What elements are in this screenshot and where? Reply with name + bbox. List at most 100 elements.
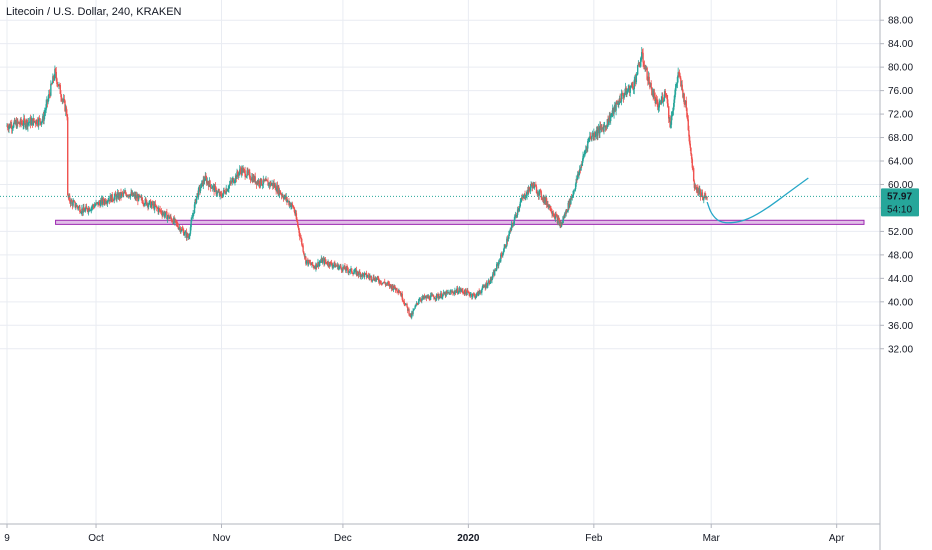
candle [562, 215, 565, 224]
candle [197, 186, 200, 200]
candle [576, 171, 579, 181]
x-tick-label: Apr [829, 533, 845, 544]
candle [706, 196, 708, 201]
x-tick-label: 9 [4, 533, 10, 544]
y-tick-label: 76.00 [888, 86, 913, 97]
candle [676, 83, 678, 87]
candle [58, 81, 60, 90]
candle [24, 118, 26, 129]
candle [330, 259, 333, 266]
y-tick-label: 88.00 [888, 16, 913, 27]
candle [367, 272, 370, 280]
candle [549, 205, 552, 212]
projection-layer [706, 177, 809, 224]
candle [703, 197, 705, 204]
candle [636, 65, 639, 76]
candle [11, 125, 14, 134]
candle [30, 115, 32, 127]
candle [617, 99, 619, 108]
candle [162, 210, 164, 217]
candle [85, 203, 88, 208]
candle [357, 271, 359, 277]
candle [328, 261, 330, 268]
support-zone[interactable] [55, 219, 865, 225]
candle [56, 81, 59, 88]
candle [93, 202, 96, 208]
candle [23, 113, 25, 130]
candle [332, 263, 334, 270]
candle [50, 80, 52, 97]
candle [509, 227, 511, 234]
support-zone-layer [55, 219, 865, 225]
candle [534, 184, 536, 186]
candle [467, 288, 469, 293]
candle [670, 111, 673, 129]
candle [238, 172, 240, 178]
candle [129, 194, 132, 200]
candle [181, 225, 184, 231]
candle [439, 295, 441, 299]
candle [83, 203, 85, 211]
candle [270, 180, 272, 187]
candle [340, 263, 342, 269]
candle [158, 205, 160, 215]
candle [648, 72, 650, 85]
candle [67, 114, 69, 197]
candle [299, 230, 301, 241]
candle [28, 121, 30, 127]
candle [500, 251, 503, 259]
candle [154, 201, 156, 214]
candle [349, 268, 352, 275]
candle [168, 212, 170, 221]
candle [516, 214, 518, 218]
candle [222, 187, 225, 197]
candle [574, 182, 577, 192]
x-tick-label: Mar [703, 533, 721, 544]
projection-curve[interactable] [706, 177, 809, 224]
candle [164, 211, 167, 218]
candle [174, 217, 176, 226]
candle [318, 260, 321, 268]
y-tick-label: 60.00 [888, 180, 913, 191]
candle [635, 72, 638, 85]
candle [692, 165, 695, 182]
candle [418, 297, 420, 304]
candle [324, 256, 327, 264]
candle [286, 196, 288, 206]
candle [27, 122, 29, 132]
candle [65, 105, 68, 116]
candle [283, 194, 285, 201]
candle [244, 166, 246, 180]
y-tick-label: 72.00 [888, 110, 913, 121]
candle [620, 89, 623, 106]
candle [564, 211, 566, 219]
candle [192, 210, 194, 220]
candle [478, 288, 480, 295]
candle [398, 289, 401, 293]
last-price-value: 57.97 [887, 191, 912, 202]
candle [260, 178, 262, 186]
candle [664, 88, 667, 98]
candle [308, 259, 310, 263]
candle [176, 221, 179, 228]
candle [510, 221, 513, 232]
candle [40, 121, 43, 128]
candle [423, 293, 426, 300]
candle [496, 262, 498, 272]
candle [632, 81, 634, 91]
y-tick-label: 32.00 [888, 344, 913, 355]
candle [246, 167, 248, 179]
candle [411, 310, 413, 320]
candle [70, 198, 72, 206]
price-axis-bg [880, 0, 932, 550]
candle [433, 295, 435, 301]
candle [114, 190, 117, 196]
candle [429, 292, 432, 300]
candle [316, 265, 318, 268]
candle [613, 106, 615, 119]
candle [189, 232, 191, 240]
candle [288, 198, 290, 207]
candle [332, 264, 335, 269]
